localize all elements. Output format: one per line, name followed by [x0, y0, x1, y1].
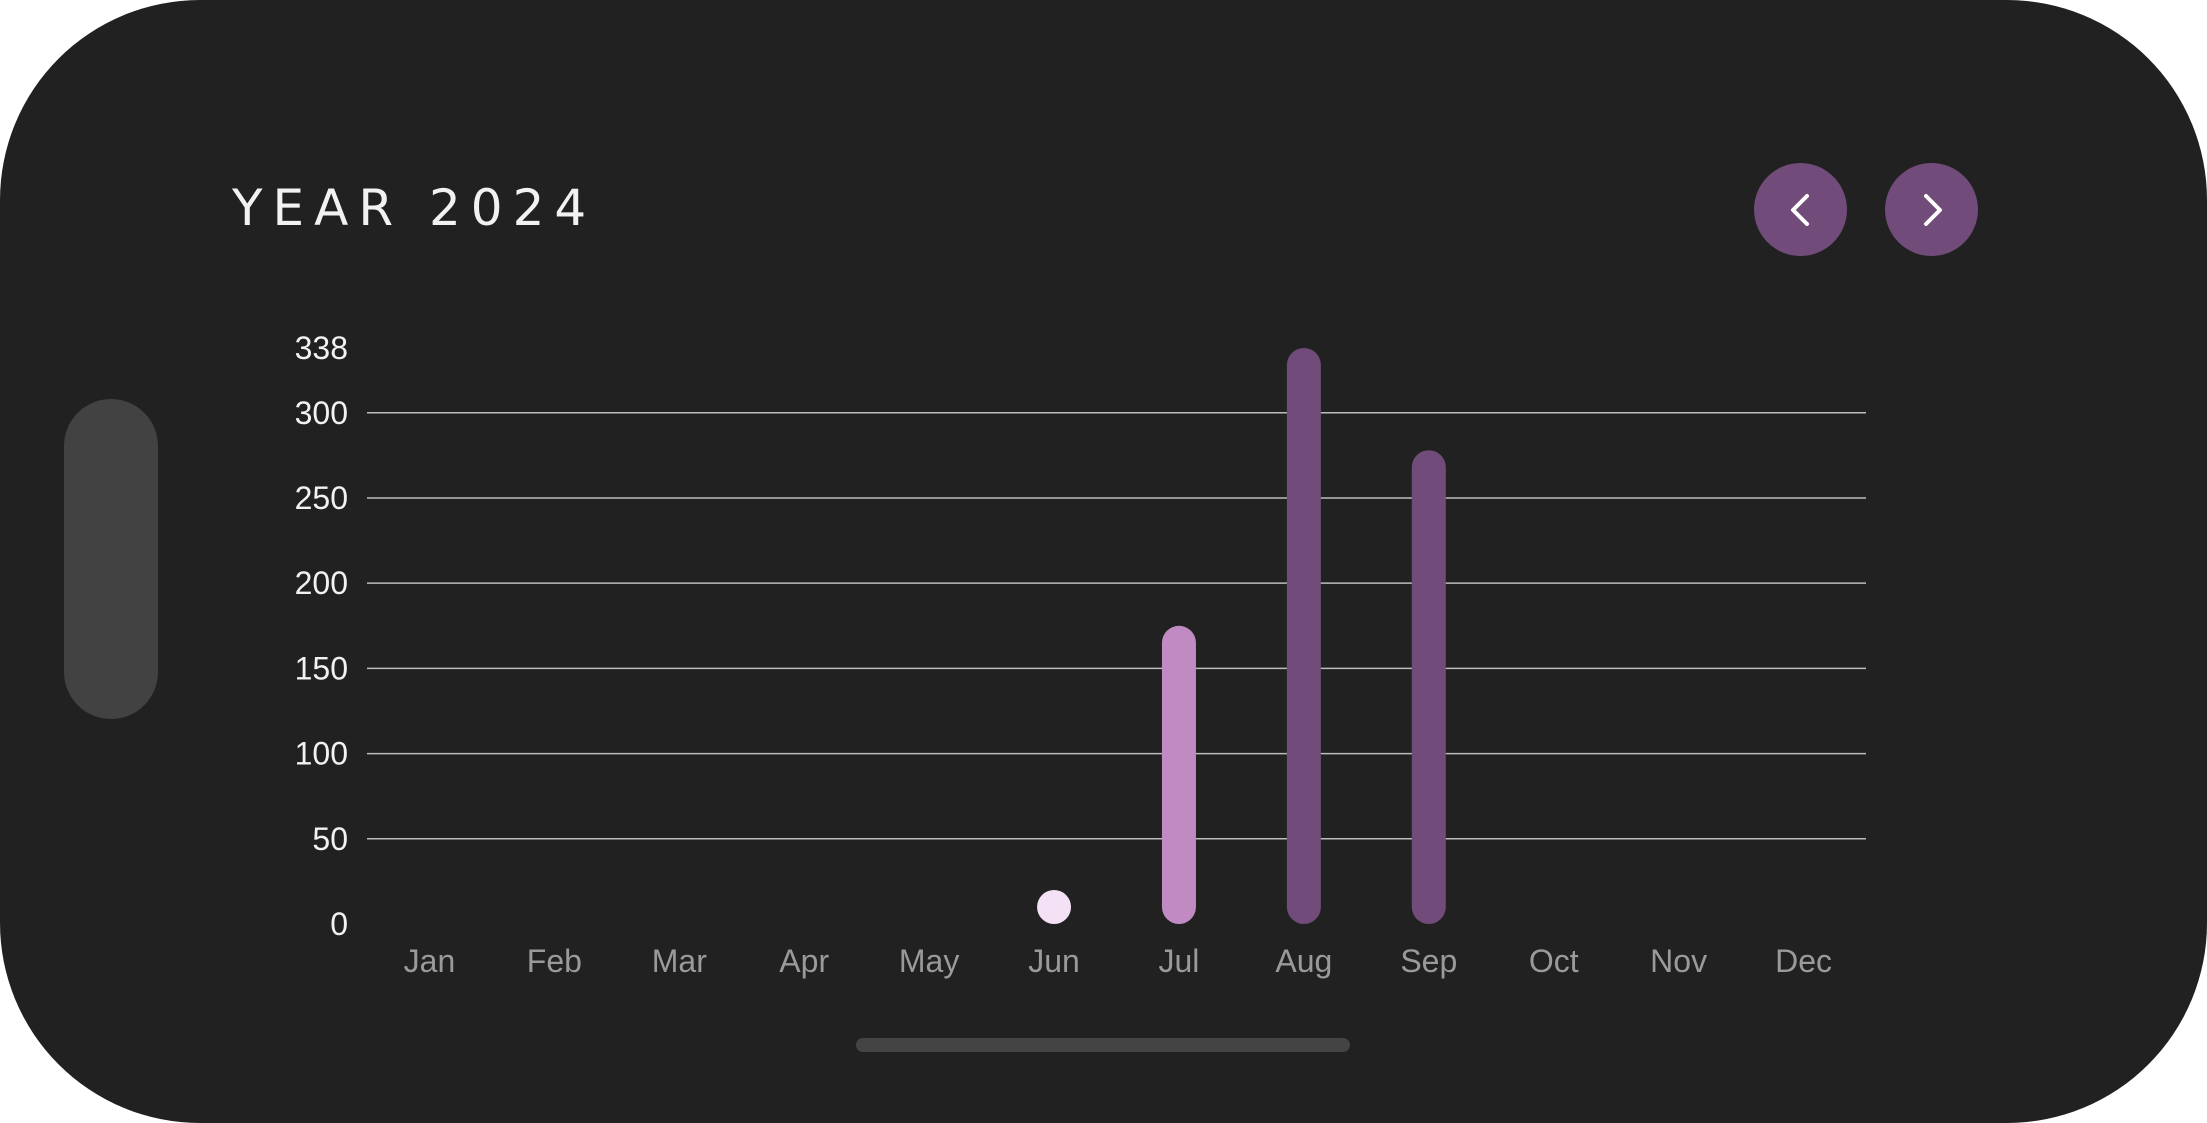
y-tick-label: 100	[295, 736, 348, 772]
dynamic-island	[64, 399, 158, 719]
x-tick-label: Mar	[652, 943, 707, 979]
bar-jun	[1037, 890, 1072, 924]
x-tick-label: Feb	[527, 943, 582, 979]
x-tick-label: Jul	[1159, 943, 1200, 979]
x-tick-label: Oct	[1529, 943, 1579, 979]
y-tick-label: 200	[295, 565, 348, 601]
y-tick-label: 338	[295, 330, 348, 366]
home-indicator[interactable]	[856, 1038, 1350, 1052]
x-tick-label: Apr	[779, 943, 829, 979]
x-tick-label: Nov	[1650, 943, 1707, 979]
x-tick-label: Jan	[404, 943, 456, 979]
chevron-right-icon	[1923, 193, 1942, 226]
x-tick-label: May	[899, 943, 959, 979]
bar-sep	[1411, 450, 1446, 924]
previous-year-button[interactable]	[1754, 163, 1847, 256]
y-tick-label: 50	[312, 821, 348, 857]
y-tick-label: 150	[295, 650, 348, 686]
page-title: YEAR 2024	[232, 179, 597, 237]
x-tick-label: Dec	[1775, 943, 1832, 979]
bar-aug	[1286, 348, 1321, 924]
y-tick-label: 0	[330, 906, 348, 942]
x-tick-label: Aug	[1275, 943, 1332, 979]
x-tick-label: Jun	[1028, 943, 1080, 979]
y-tick-label: 250	[295, 480, 348, 516]
x-tick-label: Sep	[1400, 943, 1457, 979]
bar-jul	[1161, 625, 1196, 924]
chevron-left-icon	[1790, 193, 1809, 226]
next-year-button[interactable]	[1885, 163, 1978, 256]
y-tick-label: 300	[295, 395, 348, 431]
